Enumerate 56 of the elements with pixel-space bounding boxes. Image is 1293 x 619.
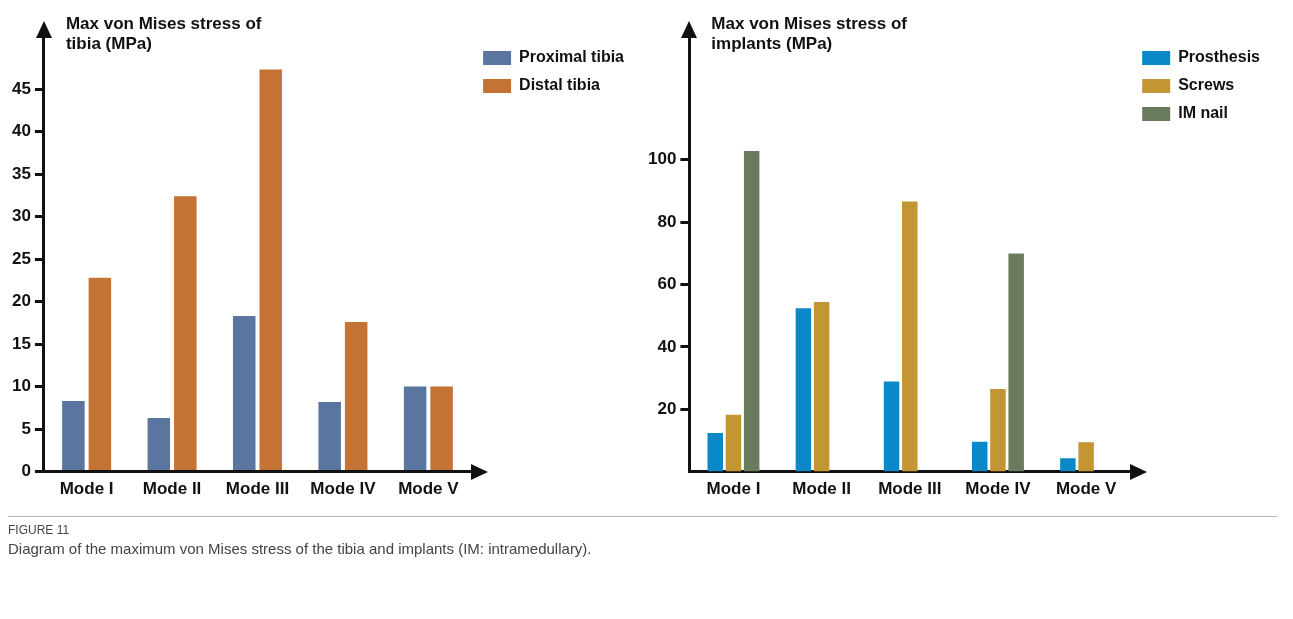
bar [725, 414, 742, 472]
bar [813, 301, 830, 472]
y-tick-label: 20 [657, 398, 677, 418]
bar [403, 386, 427, 471]
y-tick-label: 5 [21, 418, 31, 438]
y-tick-label: 25 [11, 248, 31, 268]
bar [795, 308, 812, 472]
bar [259, 69, 282, 471]
bar [1078, 442, 1094, 472]
y-tick-label: 60 [657, 274, 677, 294]
y-axis-title: Max von Mises stress of implants (MPa) [711, 14, 908, 54]
x-tick-label: Mode I [59, 479, 114, 499]
bar [971, 441, 988, 472]
bar [883, 381, 900, 472]
x-tick-label: Mode IV [310, 479, 377, 499]
bar [88, 277, 112, 471]
bar [430, 386, 453, 471]
legend-label: Proximal tibia [519, 48, 625, 66]
y-tick-label: 35 [11, 163, 31, 183]
bar [1008, 253, 1024, 472]
text: Diagram of the maximum von Mises stress of the tibia and implants (IM: intramedullary). [8, 540, 593, 557]
y-tick-label: 80 [657, 211, 677, 231]
bar [174, 196, 197, 471]
bar [233, 316, 256, 471]
x-tick-label: Mode V [398, 479, 460, 499]
x-tick-label: Mode III [878, 479, 942, 499]
legend-label: Prosthesis [1178, 48, 1261, 66]
y-tick-label: 10 [11, 376, 31, 396]
bar [62, 401, 85, 471]
y-axis-title: Max von Mises stress of tibia (MPa) [65, 14, 262, 54]
x-tick-label: Mode I [706, 479, 761, 499]
y-tick-label: 20 [11, 291, 31, 311]
bar [707, 432, 723, 472]
y-tick-label: 15 [11, 333, 31, 353]
y-tick-label: 100 [647, 149, 677, 169]
bar [990, 388, 1006, 472]
legend-label: IM nail [1178, 104, 1228, 122]
bar [318, 401, 341, 471]
legend-label: Distal tibia [519, 76, 601, 94]
x-tick-label: Mode V [1055, 479, 1117, 499]
x-tick-label: Mode II [792, 479, 851, 499]
bar [743, 150, 760, 472]
bar [344, 321, 368, 471]
y-tick-label: 45 [11, 78, 31, 98]
y-tick-label: 30 [11, 206, 31, 226]
legend-label: Screws [1178, 76, 1235, 94]
y-tick-label: 0 [21, 461, 31, 481]
bar [147, 418, 171, 471]
x-tick-label: Mode II [142, 479, 202, 499]
x-tick-label: Mode IV [965, 479, 1032, 499]
bar [1060, 458, 1076, 472]
y-tick-label: 40 [657, 336, 677, 356]
x-tick-label: Mode III [225, 479, 290, 499]
caption: FIGURE 11 [8, 523, 71, 537]
y-tick-label: 40 [11, 121, 31, 141]
bar [902, 201, 918, 472]
